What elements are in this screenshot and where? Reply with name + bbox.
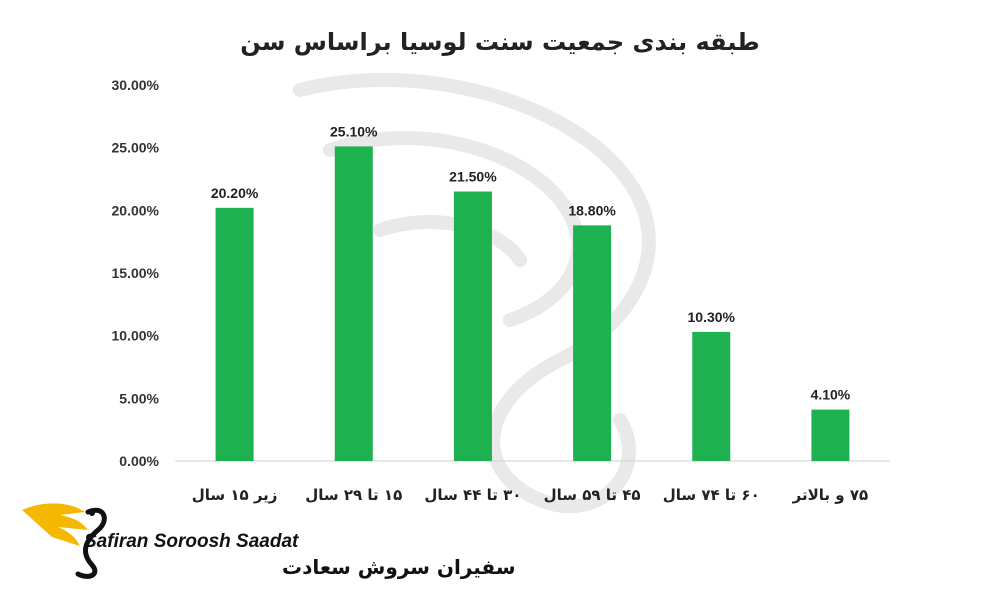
chart-title: طبقه بندی جمعیت سنت لوسیا براساس سن	[240, 28, 760, 56]
bars: 20.20% 25.10% 21.50% 18.80% 10.30% 4.10%	[211, 123, 851, 462]
y-tick-label: 10.00%	[112, 328, 160, 344]
bar	[692, 331, 731, 461]
y-tick-label: 20.00%	[112, 202, 160, 218]
logo: Safiran Soroosh Saadat سفیران سروش سعادت	[22, 503, 516, 579]
x-tick-label: ۷۵ و بالاتر	[792, 486, 868, 504]
logo-text-en: Safiran Soroosh Saadat	[84, 531, 299, 552]
bar	[334, 146, 373, 461]
data-label: 18.80%	[568, 202, 616, 218]
bar	[453, 191, 492, 462]
x-tick-label: ۴۵ تا ۵۹ سال	[544, 486, 641, 504]
x-axis: زیر ۱۵ سال ۱۵ تا ۲۹ سال ۳۰ تا ۴۴ سال ۴۵ تا …	[192, 486, 868, 504]
bar	[215, 207, 254, 461]
data-label: 20.20%	[211, 185, 259, 201]
x-tick-label: ۳۰ تا ۴۴ سال	[424, 486, 521, 504]
data-label: 21.50%	[449, 169, 497, 185]
data-label: 4.10%	[811, 387, 851, 403]
y-tick-label: 0.00%	[119, 453, 159, 469]
x-tick-label: زیر ۱۵ سال	[192, 486, 278, 504]
logo-text-fa: سفیران سروش سعادت	[282, 555, 516, 579]
x-tick-label: ۶۰ تا ۷۴ سال	[663, 486, 760, 504]
y-tick-label: 5.00%	[119, 390, 159, 406]
swan-logo-icon	[22, 503, 107, 579]
bar	[811, 409, 850, 461]
y-axis: 0.00% 5.00% 10.00% 15.00% 20.00% 25.00% 30.00%	[112, 77, 160, 469]
y-tick-label: 15.00%	[112, 265, 160, 281]
y-tick-label: 25.00%	[112, 140, 160, 156]
data-label: 25.10%	[330, 123, 378, 139]
x-tick-label: ۱۵ تا ۲۹ سال	[305, 486, 402, 504]
data-label: 10.30%	[688, 309, 736, 325]
y-tick-label: 30.00%	[112, 77, 160, 93]
bar	[573, 225, 612, 461]
